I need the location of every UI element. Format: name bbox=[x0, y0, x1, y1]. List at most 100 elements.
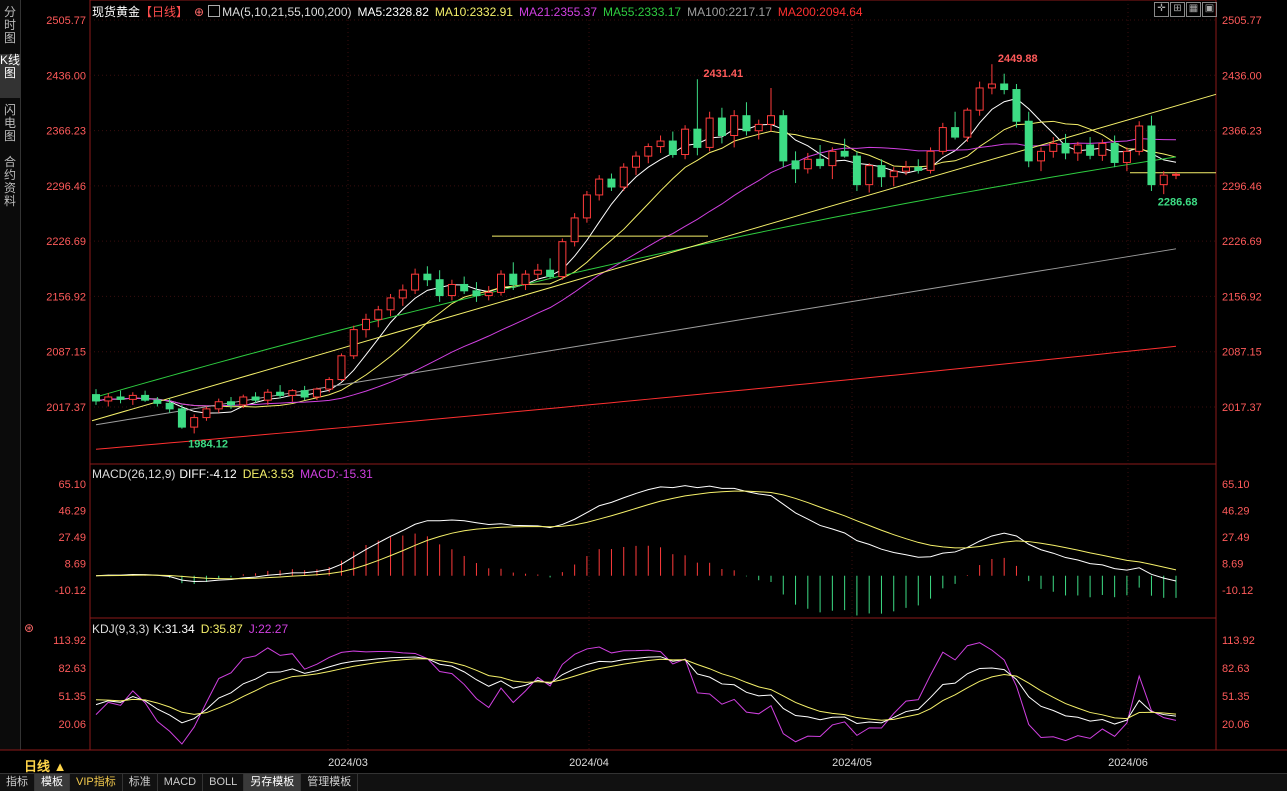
candle-down bbox=[742, 115, 751, 132]
kdj-tick-label-right: 51.35 bbox=[1222, 691, 1250, 703]
kdj-d: D:35.87 bbox=[200, 622, 243, 636]
period-selector[interactable]: 日线 ▲ bbox=[24, 759, 67, 774]
price-tick-label-left: 2156.92 bbox=[46, 291, 86, 303]
kdj-k-line bbox=[95, 656, 1177, 725]
candle-up bbox=[570, 217, 579, 243]
zoom-icon[interactable]: ⊞ bbox=[1170, 2, 1185, 17]
settings-icon[interactable]: ⊕ bbox=[194, 5, 205, 19]
kdj-header: KDJ(9,3,3) K:31.34 D:35.87 J:22.27 bbox=[92, 622, 294, 636]
tab-boll[interactable]: BOLL bbox=[203, 774, 245, 791]
tab-contract-info[interactable]: 合约资料 bbox=[3, 155, 16, 208]
candle-up bbox=[362, 318, 370, 331]
candle-up bbox=[411, 273, 420, 291]
tab-vip-indicators[interactable]: VIP指标 bbox=[70, 774, 123, 791]
candle-up bbox=[497, 273, 505, 293]
date-tick-label: 2024/05 bbox=[832, 757, 872, 769]
candle-up bbox=[975, 87, 984, 111]
candle-up bbox=[239, 396, 248, 406]
candle-up bbox=[754, 123, 763, 132]
left-vertical-tabs: 分时图 K线图 闪电图 合约资料 bbox=[0, 0, 21, 750]
crosshair-icon[interactable]: ✛ bbox=[1154, 2, 1169, 17]
tab-timeshare[interactable]: 分时图 bbox=[3, 5, 16, 45]
tab-templates[interactable]: 模板 bbox=[35, 774, 70, 791]
tab-macd[interactable]: MACD bbox=[158, 774, 204, 791]
candle-down bbox=[153, 399, 162, 404]
price-tick-label-left: 2366.23 bbox=[46, 126, 86, 138]
candle-up bbox=[803, 158, 812, 170]
macd-header: MACD(26,12,9) DIFF:-4.12 DEA:3.53 MACD:-15.… bbox=[92, 467, 379, 481]
macd-tick-label-right: -10.12 bbox=[1222, 585, 1253, 597]
candle-down bbox=[1086, 144, 1095, 156]
macd-tick-label-left: 27.49 bbox=[58, 532, 86, 544]
tab-standard[interactable]: 标准 bbox=[123, 774, 158, 791]
candle-up bbox=[865, 165, 874, 186]
candle-down bbox=[472, 290, 481, 297]
candle-down bbox=[1000, 83, 1009, 91]
tab-indicators[interactable]: 指标 bbox=[0, 774, 35, 791]
candle-up bbox=[312, 388, 321, 398]
chart-canvas[interactable]: 2505.77 2505.77 2436.00 2436.00 2366.23 2366.… bbox=[0, 0, 1287, 773]
candle-down bbox=[177, 408, 186, 428]
grid-icon[interactable]: ▦ bbox=[1186, 2, 1201, 17]
candle-down bbox=[92, 394, 100, 402]
price-tick-label-right: 2296.46 bbox=[1222, 181, 1262, 193]
candle-up bbox=[214, 401, 223, 410]
candle-down bbox=[717, 117, 726, 137]
candle-up bbox=[1122, 150, 1131, 163]
price-tick-label-right: 2087.15 bbox=[1222, 347, 1262, 359]
kdj-settings-icon[interactable]: ⊛ bbox=[24, 621, 35, 635]
macd-diff-line bbox=[95, 485, 1177, 583]
ma-params: MA(5,10,21,55,100,200) bbox=[222, 5, 352, 19]
candle-up bbox=[1098, 142, 1107, 156]
candle-up bbox=[619, 166, 628, 188]
candle-up bbox=[558, 241, 567, 278]
tab-save-template[interactable]: 另存模板 bbox=[244, 774, 302, 791]
candle-down bbox=[816, 158, 825, 167]
candle-down bbox=[1110, 142, 1119, 163]
kdj-params: KDJ(9,3,3) bbox=[92, 622, 150, 636]
candle-up bbox=[484, 291, 493, 297]
candle-down bbox=[779, 115, 788, 162]
date-tick-label: 2024/06 bbox=[1108, 757, 1148, 769]
candle-down bbox=[509, 273, 518, 285]
tab-flash-chart[interactable]: 闪电图 bbox=[3, 103, 16, 143]
candle-down bbox=[165, 402, 174, 410]
candle-down bbox=[1024, 120, 1033, 162]
kdj-j: J:22.27 bbox=[248, 622, 289, 636]
candle-up bbox=[521, 273, 530, 285]
macd-tick-label-right: 27.49 bbox=[1222, 532, 1250, 544]
tab-kline[interactable]: K线图 bbox=[0, 54, 20, 98]
macd-tick-label-right: 8.69 bbox=[1222, 558, 1243, 570]
price-tick-label-right: 2156.92 bbox=[1222, 291, 1262, 303]
kdj-j-line bbox=[95, 642, 1177, 745]
date-tick-label: 2024/03 bbox=[328, 757, 368, 769]
candle-down bbox=[1012, 89, 1021, 122]
candle-down bbox=[460, 283, 469, 292]
candle-down bbox=[435, 279, 444, 297]
candle-up bbox=[926, 150, 935, 171]
low-annotation: 2286.68 bbox=[1158, 196, 1198, 208]
ma200-value: MA200:2094.64 bbox=[777, 5, 863, 19]
candle-down bbox=[840, 150, 849, 157]
candle-down bbox=[951, 127, 960, 138]
ma55-line bbox=[95, 156, 1177, 398]
plot-border bbox=[89, 0, 1217, 751]
candle-up bbox=[656, 140, 665, 148]
ma10-value: MA10:2332.91 bbox=[434, 5, 513, 19]
candle-down bbox=[693, 128, 702, 148]
candle-down bbox=[668, 140, 677, 156]
low-annotation: 1984.12 bbox=[188, 438, 228, 450]
candle-up bbox=[963, 109, 972, 138]
tab-manage-templates[interactable]: 管理模板 bbox=[301, 774, 359, 791]
bottom-tab-bar: 指标 模板 VIP指标 标准 MACD BOLL 另存模板 管理模板 bbox=[0, 773, 1287, 791]
price-tick-label-left: 2087.15 bbox=[46, 347, 86, 359]
candle-up bbox=[337, 355, 346, 381]
fullscreen-icon[interactable]: ▣ bbox=[1202, 2, 1217, 17]
indicator-toggle-icon[interactable] bbox=[208, 5, 221, 17]
macd-value: MACD:-15.31 bbox=[300, 467, 373, 481]
candle-down bbox=[300, 390, 309, 398]
price-tick-label-left: 2226.69 bbox=[46, 236, 86, 248]
date-tick-label: 2024/04 bbox=[569, 757, 609, 769]
candle-down bbox=[227, 401, 235, 406]
kdj-tick-label-right: 113.92 bbox=[1222, 635, 1255, 647]
